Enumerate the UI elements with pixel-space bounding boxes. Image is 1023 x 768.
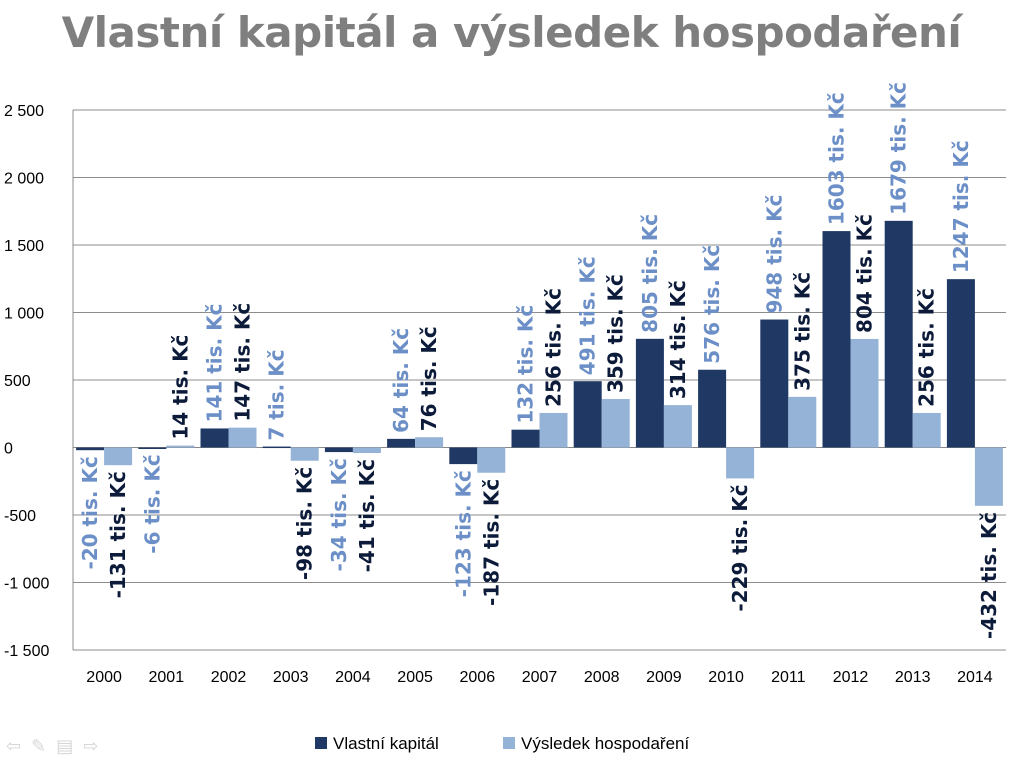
x-tick-label: 2010: [708, 669, 744, 686]
bar: [974, 447, 1003, 506]
x-tick-label: 2001: [149, 669, 185, 686]
bar: [415, 437, 444, 448]
bar: [698, 369, 727, 448]
bar: [324, 447, 353, 453]
x-tick-label: 2009: [646, 669, 682, 686]
pen-icon[interactable]: ✎: [31, 736, 47, 756]
arrow-right-icon[interactable]: ⇨: [83, 736, 99, 756]
bar: [138, 447, 167, 449]
data-label: 76 tis. Kč: [417, 326, 441, 431]
bar: [166, 445, 195, 448]
bar: [104, 447, 133, 466]
data-label: 805 tis. Kč: [638, 214, 662, 333]
y-tick-label: 1 000: [4, 306, 44, 323]
bar: [946, 279, 975, 448]
legend-label: Vlastní kapitál: [333, 734, 439, 753]
slide-nav: ⇦ ✎ ▤ ⇨: [6, 736, 98, 757]
data-label: 314 tis. Kč: [666, 280, 690, 399]
bar: [884, 220, 913, 448]
x-tick-label: 2000: [86, 669, 122, 686]
data-label: -123 tis. Kč: [451, 470, 475, 597]
bar: [760, 319, 789, 448]
data-label: 359 tis. Kč: [604, 274, 628, 393]
x-tick-label: 2013: [895, 669, 931, 686]
data-label: 141 tis. Kč: [203, 304, 227, 423]
bar: [449, 447, 478, 465]
y-tick-label: 0: [4, 441, 13, 458]
data-label: -34 tis. Kč: [327, 458, 351, 571]
data-label: 491 tis. Kč: [576, 256, 600, 375]
legend-swatch: [315, 737, 327, 749]
data-label: 1247 tis. Kč: [949, 140, 973, 273]
bar: [850, 338, 879, 448]
bar: [477, 447, 506, 473]
bar: [726, 447, 755, 479]
bar: [200, 428, 229, 448]
bar: [228, 427, 257, 448]
data-label: -6 tis. Kč: [140, 454, 164, 553]
data-label: -131 tis. Kč: [106, 471, 130, 598]
data-label: 147 tis. Kč: [231, 303, 255, 422]
y-tick-label: -500: [4, 508, 36, 525]
y-tick-label: 1 500: [4, 238, 44, 255]
legend-swatch: [503, 737, 515, 749]
data-label: 804 tis. Kč: [853, 214, 877, 333]
data-label: 132 tis. Kč: [514, 305, 538, 424]
legend-label: Výsledek hospodaření: [521, 734, 690, 753]
data-label: 948 tis. Kč: [762, 195, 786, 314]
data-label: -432 tis. Kč: [977, 512, 1001, 639]
data-label: 1603 tis. Kč: [825, 92, 849, 225]
data-label: 576 tis. Kč: [700, 245, 724, 364]
bar: [601, 399, 630, 448]
x-tick-label: 2004: [335, 669, 371, 686]
y-tick-label: 2 000: [4, 171, 44, 188]
x-tick-label: 2002: [211, 669, 247, 686]
bar: [788, 396, 817, 448]
y-tick-label: 2 500: [4, 103, 44, 120]
data-label: 64 tis. Kč: [389, 328, 413, 433]
x-tick-label: 2008: [584, 669, 620, 686]
data-label: 256 tis. Kč: [542, 288, 566, 407]
bar: [352, 447, 381, 454]
menu-icon[interactable]: ▤: [56, 736, 74, 756]
bar: [387, 438, 416, 448]
x-tick-label: 2003: [273, 669, 309, 686]
bar: [573, 381, 602, 448]
bar: [822, 231, 851, 448]
x-tick-label: 2006: [460, 669, 496, 686]
data-label: 14 tis. Kč: [168, 335, 192, 440]
bar: [290, 447, 319, 461]
y-tick-label: -1 500: [4, 643, 49, 660]
y-tick-label: 500: [4, 373, 31, 390]
data-label: 1679 tis. Kč: [887, 82, 911, 215]
data-label: -187 tis. Kč: [479, 479, 503, 606]
bar: [663, 405, 692, 448]
x-tick-label: 2005: [397, 669, 433, 686]
x-tick-label: 2007: [522, 669, 558, 686]
bar: [635, 338, 664, 448]
arrow-left-icon[interactable]: ⇦: [6, 736, 22, 756]
data-label: 7 tis. Kč: [265, 349, 289, 440]
data-label: 256 tis. Kč: [915, 288, 939, 407]
x-tick-label: 2011: [771, 669, 806, 686]
bar: [539, 412, 568, 448]
bar: [76, 447, 105, 451]
data-label: -98 tis. Kč: [293, 467, 317, 580]
x-tick-label: 2012: [833, 669, 869, 686]
bar: [511, 429, 540, 448]
y-tick-label: -1 000: [4, 576, 49, 593]
chart-title: Vlastní kapitál a výsledek hospodaření: [61, 8, 962, 57]
data-label: 375 tis. Kč: [790, 272, 814, 391]
bar: [262, 446, 291, 449]
bar: [912, 412, 941, 448]
x-tick-label: 2014: [957, 669, 993, 686]
data-label: -20 tis. Kč: [78, 456, 102, 569]
data-label: -229 tis. Kč: [728, 484, 752, 611]
data-label: -41 tis. Kč: [355, 459, 379, 572]
